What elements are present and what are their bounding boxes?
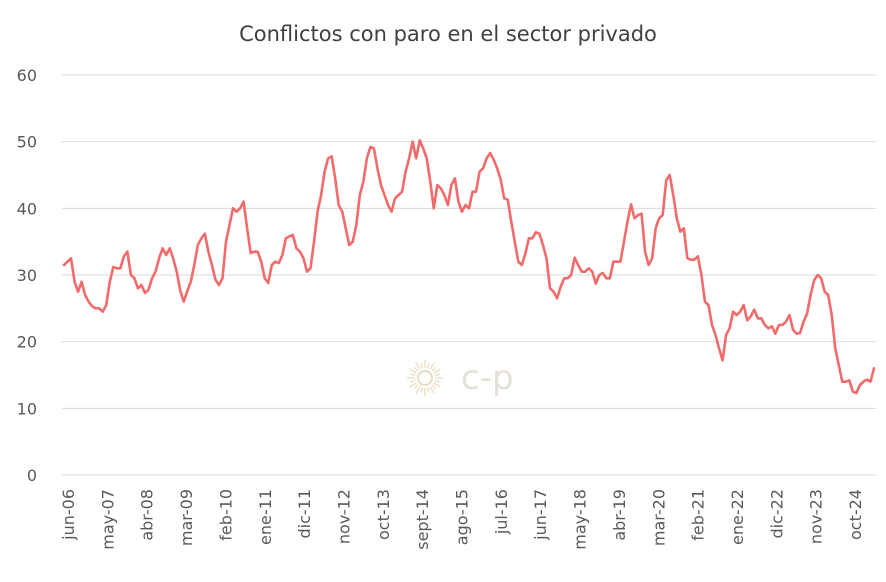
x-tick-label: abr-19 <box>610 489 629 541</box>
x-tick-label: mar-20 <box>649 489 668 546</box>
x-tick-label: feb-21 <box>689 489 708 541</box>
y-tick-label: 10 <box>17 399 37 418</box>
x-axis-ticks: jun-06 may-07 abr-08 mar-09 feb-10 ene-11 dic-… <box>59 489 865 550</box>
sun-logo-ray <box>415 386 421 394</box>
x-tick-label: nov-23 <box>807 489 826 544</box>
y-tick-label: 0 <box>27 466 37 485</box>
sun-logo-ray <box>434 373 440 377</box>
sun-logo-ray <box>420 387 424 393</box>
x-tick-label: oct-24 <box>846 489 865 540</box>
sun-logo-ray <box>409 382 417 388</box>
sun-logo-ray <box>410 379 416 383</box>
x-tick-label: may-18 <box>571 489 590 550</box>
watermark-text: c-p <box>461 358 514 398</box>
y-tick-label: 30 <box>17 266 37 285</box>
x-tick-label: may-07 <box>98 489 117 550</box>
sun-logo-ray <box>434 379 440 383</box>
watermark: c-p <box>407 358 514 398</box>
y-tick-label: 40 <box>17 199 37 218</box>
sun-logo-ray <box>409 368 417 374</box>
gridlines <box>62 74 876 476</box>
series-line <box>62 139 876 395</box>
sun-logo-ray <box>426 387 430 393</box>
x-tick-label: sept-14 <box>413 489 432 550</box>
x-tick-label: jun-06 <box>59 489 78 541</box>
x-tick-label: dic-22 <box>767 489 786 539</box>
sun-logo-ray <box>433 368 441 374</box>
x-tick-label: ene-11 <box>256 489 275 545</box>
x-tick-label: jun-17 <box>531 489 550 541</box>
sun-logo-ray <box>431 366 437 372</box>
sun-logo-ray <box>415 362 421 370</box>
sun-logo-ray <box>426 363 430 369</box>
sun-logo-ray <box>413 366 419 372</box>
y-tick-label: 20 <box>17 333 37 352</box>
x-tick-label: abr-08 <box>138 489 157 541</box>
sun-logo-ray <box>433 382 441 388</box>
x-tick-label: mar-09 <box>177 489 196 546</box>
y-axis-ticks: 0 10 20 30 40 50 60 <box>17 66 37 485</box>
x-tick-label: jul-16 <box>492 489 511 535</box>
x-tick-label: nov-12 <box>334 489 353 544</box>
sun-logo-ray <box>429 386 435 394</box>
chart-title: Conflictos con paro en el sector privado <box>239 22 657 46</box>
x-tick-label: dic-11 <box>295 489 314 539</box>
sun-logo-ray <box>431 384 437 390</box>
sun-logo-ray <box>410 373 416 377</box>
y-tick-label: 60 <box>17 66 37 85</box>
sun-logo-core <box>417 370 433 386</box>
sun-logo-ray <box>413 384 419 390</box>
x-tick-label: feb-10 <box>216 489 235 541</box>
sun-logo-ray <box>420 363 424 369</box>
sun-logo-icon <box>407 360 443 396</box>
x-tick-label: ago-15 <box>453 489 472 545</box>
x-tick-label: oct-13 <box>374 489 393 540</box>
x-tick-label: ene-22 <box>728 489 747 545</box>
sun-logo-ray <box>429 362 435 370</box>
y-tick-label: 50 <box>17 133 37 152</box>
